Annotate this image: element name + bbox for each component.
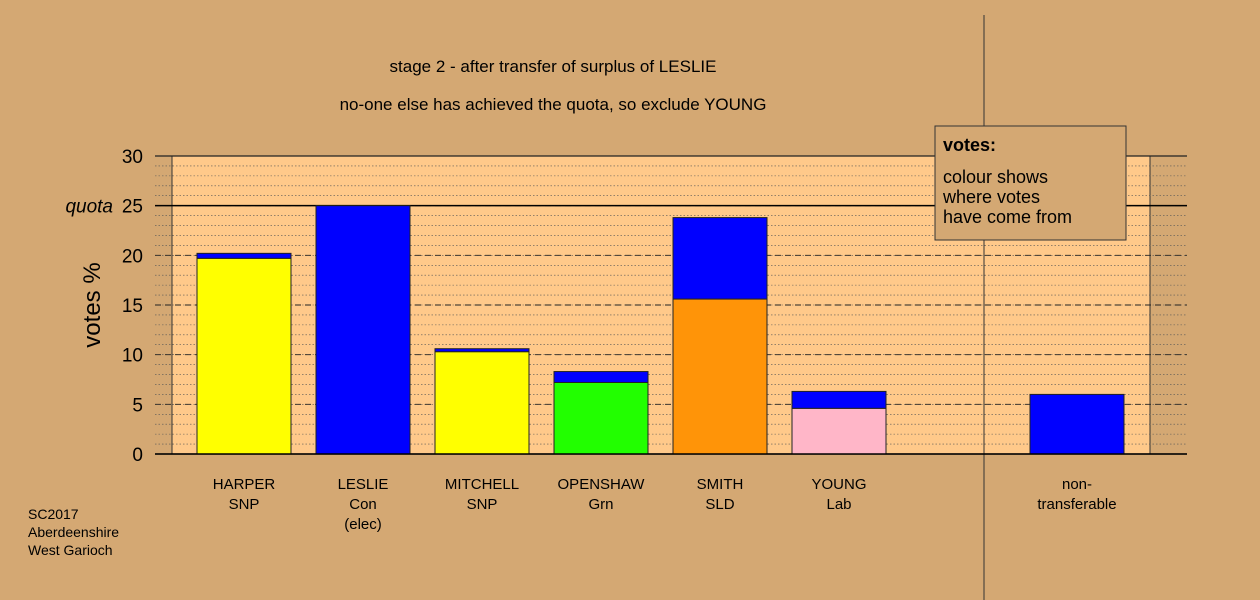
y-tick-label: 10 <box>122 346 143 367</box>
y-tick-label: 25 <box>122 197 143 218</box>
legend-text: colour shows where votes have come from <box>942 167 1072 227</box>
bar-segment <box>434 348 530 353</box>
y-tick-label: 5 <box>132 395 143 416</box>
x-tick-label: YOUNG Lab <box>811 476 866 513</box>
bar-segment <box>553 371 649 383</box>
bar-segment <box>672 298 768 455</box>
footnote: SC2017 Aberdeenshire West Garioch <box>28 506 119 558</box>
bar-segment <box>434 351 530 455</box>
quota-label: quota <box>65 197 113 218</box>
x-tick-label: SMITH SLD <box>697 476 744 513</box>
y-axis-label: votes % <box>79 262 106 347</box>
x-tick-label: OPENSHAW Grn <box>558 476 646 513</box>
bar-segment <box>553 381 649 455</box>
bar-segment <box>315 205 411 455</box>
chart-subtitle: no-one else has achieved the quota, so e… <box>340 95 767 114</box>
x-tick-label: HARPER SNP <box>213 476 276 513</box>
y-tick-label: 30 <box>122 147 143 168</box>
chart-title: stage 2 - after transfer of surplus of L… <box>390 57 717 76</box>
y-tick-label: 0 <box>132 445 143 466</box>
bar-segment <box>1029 393 1125 455</box>
bar-segment <box>196 252 292 259</box>
bar-segment <box>791 407 887 455</box>
x-tick-label: MITCHELL SNP <box>445 476 519 513</box>
x-tick-label: LESLIE Con (elec) <box>338 476 389 533</box>
bar-segment <box>672 217 768 300</box>
legend-title: votes: <box>943 135 996 155</box>
y-tick-label: 20 <box>122 246 143 267</box>
y-tick-label: 15 <box>122 296 143 317</box>
legend-box <box>934 125 1127 241</box>
bar-segment <box>791 390 887 409</box>
x-tick-label: non-transferable <box>1037 476 1116 513</box>
bar-segment <box>196 257 292 455</box>
